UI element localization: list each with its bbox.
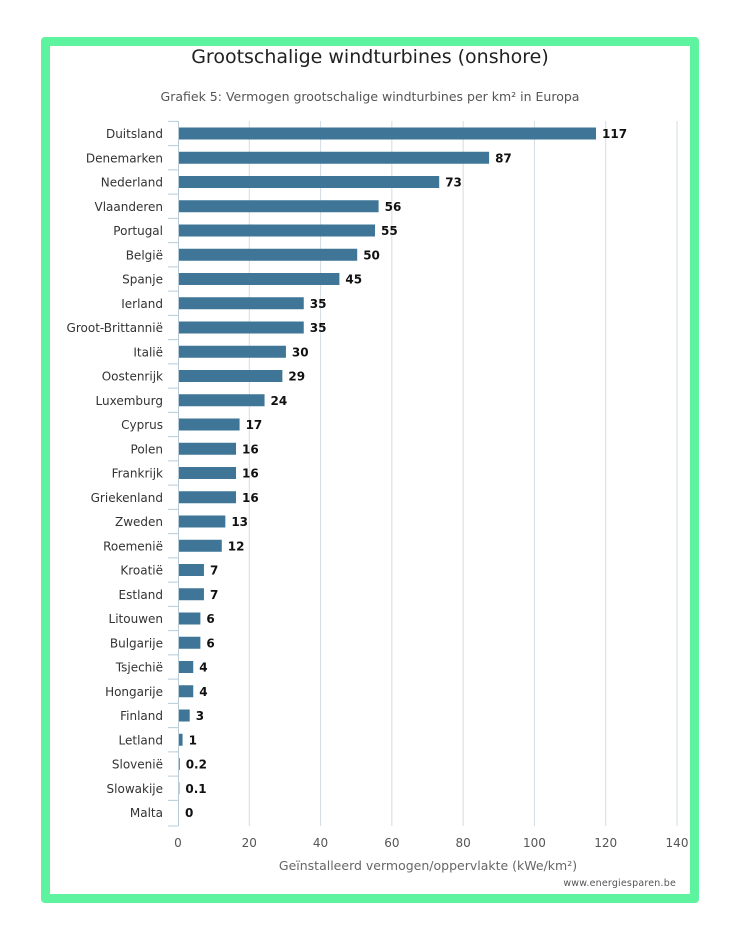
- data-label: 6: [206, 636, 214, 650]
- x-tick-label: 40: [313, 836, 328, 850]
- bar: [179, 151, 490, 164]
- category-label: Slovenië: [112, 758, 163, 772]
- data-label: 45: [345, 273, 362, 287]
- category-label: België: [126, 248, 163, 262]
- data-label: 30: [292, 345, 309, 359]
- category-label: Nederland: [101, 176, 163, 190]
- x-tick-label: 0: [174, 836, 182, 850]
- x-tick-label: 120: [594, 836, 617, 850]
- category-label: Hongarije: [105, 685, 163, 699]
- bar: [179, 612, 201, 625]
- bar: [179, 345, 286, 358]
- data-label: 50: [363, 248, 380, 262]
- bar: [179, 733, 183, 746]
- x-tick-label: 80: [456, 836, 471, 850]
- data-label: 0: [185, 806, 193, 820]
- bar: [179, 394, 265, 407]
- category-label: Finland: [120, 709, 163, 723]
- x-tick-label: 20: [242, 836, 257, 850]
- data-label: 117: [602, 127, 627, 141]
- data-label: 17: [246, 418, 263, 432]
- category-label: Duitsland: [106, 127, 163, 141]
- bar: [179, 539, 222, 552]
- data-label: 35: [310, 297, 327, 311]
- category-label: Frankrijk: [112, 467, 163, 481]
- data-label: 87: [495, 151, 512, 165]
- bar: [179, 661, 194, 673]
- x-tick-label: 140: [666, 836, 689, 850]
- bar: [179, 442, 237, 455]
- data-label: 13: [231, 515, 248, 529]
- data-label: 4: [199, 661, 207, 675]
- chart-title: Grootschalige windturbines (onshore): [191, 46, 549, 68]
- category-label: Tsjechië: [115, 661, 163, 675]
- category-label: Letland: [119, 733, 163, 747]
- data-label: 55: [381, 224, 398, 238]
- category-label: Groot-Brittannië: [67, 321, 163, 335]
- bar: [179, 491, 237, 504]
- bar: [179, 248, 358, 261]
- data-label: 7: [210, 588, 218, 602]
- category-label: Ierland: [121, 297, 163, 311]
- data-label: 4: [199, 685, 207, 699]
- category-label: Vlaanderen: [94, 200, 163, 214]
- data-label: 1: [189, 733, 197, 747]
- category-label: Bulgarije: [110, 636, 163, 650]
- x-axis-title: Geïnstalleerd vermogen/oppervlakte (kWe/…: [279, 858, 577, 873]
- bar: [179, 127, 597, 140]
- data-label: 12: [228, 539, 245, 553]
- data-label: 16: [242, 442, 259, 456]
- data-label: 56: [385, 200, 402, 214]
- data-label: 6: [206, 612, 214, 626]
- chart-subtitle: Grafiek 5: Vermogen grootschalige windtu…: [160, 89, 580, 104]
- category-label: Slowakije: [107, 782, 163, 796]
- category-label: Malta: [130, 806, 163, 820]
- bar: [179, 370, 283, 382]
- category-label: Italië: [133, 345, 163, 359]
- x-tick-label: 100: [523, 836, 546, 850]
- category-label: Denemarken: [86, 151, 163, 165]
- bar: [179, 224, 376, 237]
- data-label: 35: [310, 321, 327, 335]
- source-credit: www.energiesparen.be: [563, 878, 676, 889]
- bar: [179, 467, 237, 479]
- data-label: 29: [288, 370, 305, 384]
- category-label: Luxemburg: [96, 394, 163, 408]
- bar: [179, 588, 204, 601]
- bar: [179, 176, 440, 188]
- bar: [179, 200, 379, 213]
- data-label: 16: [242, 491, 259, 505]
- data-label: 24: [271, 394, 288, 408]
- bar: [179, 758, 180, 770]
- category-label: Roemenië: [103, 539, 163, 553]
- category-label: Portugal: [113, 224, 163, 238]
- category-label: Griekenland: [91, 491, 163, 505]
- data-label: 16: [242, 467, 259, 481]
- data-label: 0.1: [185, 782, 206, 796]
- category-label: Cyprus: [121, 418, 163, 432]
- category-label: Litouwen: [109, 612, 163, 626]
- category-label: Zweden: [115, 515, 163, 529]
- bar: [179, 564, 204, 576]
- bar: [179, 636, 201, 649]
- bar: [179, 297, 304, 310]
- category-label: Spanje: [122, 273, 163, 287]
- bar: [179, 709, 190, 722]
- data-label: 73: [445, 176, 462, 190]
- category-label: Oostenrijk: [102, 370, 163, 384]
- category-label: Polen: [131, 442, 163, 456]
- data-label: 3: [196, 709, 204, 723]
- bar: [179, 418, 240, 431]
- bar: [179, 685, 194, 698]
- category-label: Kroatië: [120, 564, 163, 578]
- data-label: 7: [210, 564, 218, 578]
- data-label: 0.2: [186, 758, 207, 772]
- x-tick-label: 60: [384, 836, 399, 850]
- bar: [179, 321, 304, 334]
- bar: [179, 273, 340, 285]
- bar: [179, 515, 226, 528]
- category-label: Estland: [119, 588, 163, 602]
